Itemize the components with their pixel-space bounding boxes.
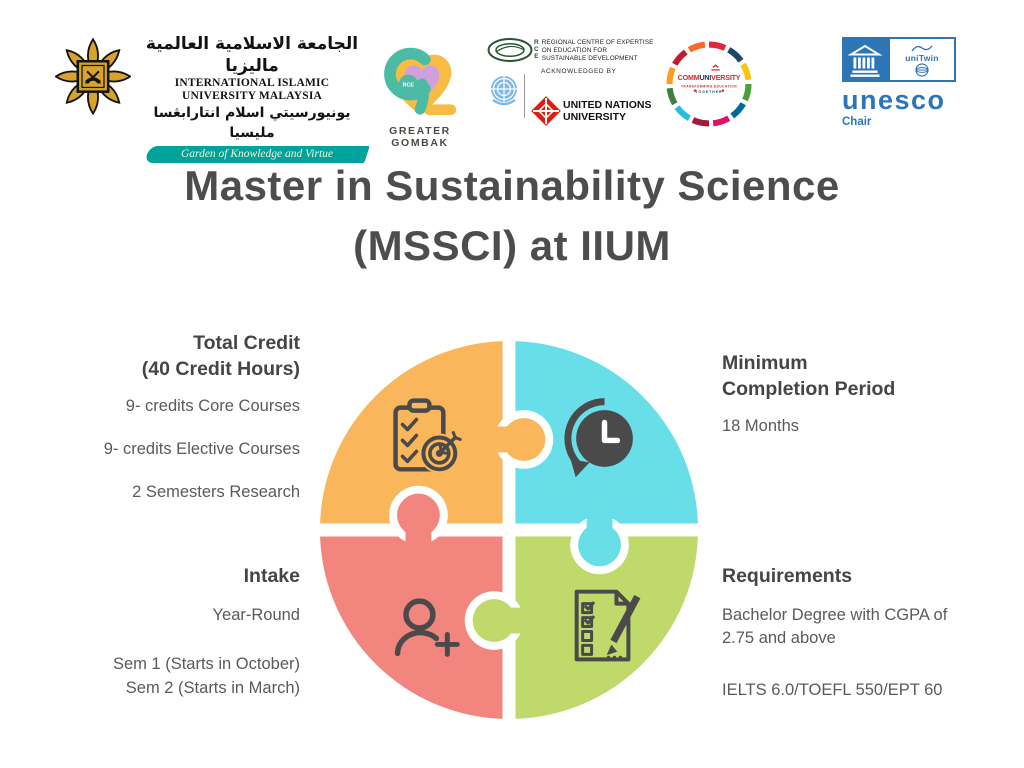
un-emblem-icon (491, 76, 517, 106)
rce-unu-cluster: R C E REGIONAL CENTRE OF EXPERTISE ON ED… (487, 37, 657, 132)
requirements-item: IELTS 6.0/TOEFL 550/EPT 60 (722, 681, 943, 699)
history-clock-icon (564, 398, 633, 478)
section-intake: Intake Year-Round Sem 1 (Starts in Octob… (40, 563, 300, 700)
total-credit-item: 9- credits Elective Courses (103, 440, 300, 458)
rce-acronym: R C E (534, 39, 539, 60)
intake-item: Sem 2 (Starts in March) (125, 679, 300, 697)
communiversity-building-icon (711, 64, 720, 71)
intake-item: Sem 1 (Starts in October) (112, 655, 300, 673)
greater-gombak-heart-icon: RCE (384, 47, 457, 116)
title-line-1: Master in Sustainability Science (184, 162, 840, 209)
communiversity-wordmark: COMMUNIVERSITY (678, 74, 741, 82)
unesco-temple-icon (847, 44, 883, 77)
total-credit-item: 9- credits Core Courses (125, 397, 300, 415)
puzzle-piece-bottom-right (509, 530, 699, 720)
iium-arabic-name: الجامعة الاسلامية العالمية ماليزيا (145, 34, 359, 76)
intake-item: Year-Round (212, 606, 300, 624)
unitwin-box: uniTwin (888, 37, 956, 82)
communiversity-logo: COMMUNIVERSITY TRANSFORMING EDUCATION TO… (662, 37, 756, 136)
page-title: Master in Sustainability Science (MSSCI)… (0, 156, 1024, 276)
unitwin-globe-icon (915, 62, 929, 77)
unitwin-flourish-icon (911, 45, 933, 51)
unitwin-label: uniTwin (905, 52, 939, 63)
requirements-item: Bachelor Degree with CGPA of 2.75 and ab… (722, 606, 948, 647)
acknowledged-by-label: ACKNOWLEDGED BY (541, 68, 617, 75)
iium-jawi-name: يونيورسيتي اسلام انتارابڠسا مليسيا (153, 105, 351, 141)
gombak-rce-badge: RCE (403, 82, 415, 88)
unesco-chair-label: Chair (842, 116, 872, 128)
communiversity-ring-icon: COMMUNIVERSITY TRANSFORMING EDUCATION TO… (666, 41, 752, 127)
iium-logo: الجامعة الاسلامية العالمية ماليزيا INTER… (55, 33, 370, 163)
add-person-icon (394, 598, 460, 657)
section-completion-period: Minimum Completion Period 18 Months (722, 350, 972, 438)
section-requirements: Requirements Bachelor Degree with CGPA o… (722, 563, 970, 702)
communiversity-tagline1: TRANSFORMING EDUCATION (681, 84, 737, 88)
total-credit-heading: Total Credit (40 Credit Hours) (141, 332, 300, 380)
unu-name: UNITED NATIONS UNIVERSITY (563, 99, 652, 123)
logo-divider (524, 74, 525, 118)
unesco-wordmark: unesco (842, 85, 946, 115)
communiversity-tagline2: TOGETHER (696, 90, 723, 94)
section-total-credit: Total Credit (40 Credit Hours) 9- credit… (40, 330, 300, 504)
requirements-heading: Requirements (722, 565, 853, 587)
title-line-2: (MSSCI) at IIUM (353, 222, 671, 269)
intake-heading: Intake (243, 565, 300, 587)
greater-gombak-logo: RCE GREATER GOMBAK (368, 35, 472, 149)
rce-swirl-icon (487, 38, 533, 62)
unesco-chair-logo: uniTwin unesco Chair (842, 37, 967, 128)
greater-gombak-label: GREATER GOMBAK (389, 125, 451, 149)
unu-mark-icon (531, 96, 561, 126)
unesco-temple-box (842, 37, 888, 82)
checklist-target-icon (393, 398, 462, 474)
form-pencil-icon (574, 589, 641, 662)
completion-period-item: 18 Months (722, 417, 800, 435)
total-credit-item: 2 Semesters Research (132, 483, 300, 501)
completion-period-heading: Minimum Completion Period (722, 352, 896, 400)
rce-title: REGIONAL CENTRE OF EXPERTISE ON EDUCATIO… (541, 39, 654, 62)
iium-emblem-icon (55, 37, 131, 116)
iium-english-name: INTERNATIONAL ISLAMIC UNIVERSITY MALAYSI… (174, 77, 330, 102)
puzzle-diagram (311, 332, 707, 728)
